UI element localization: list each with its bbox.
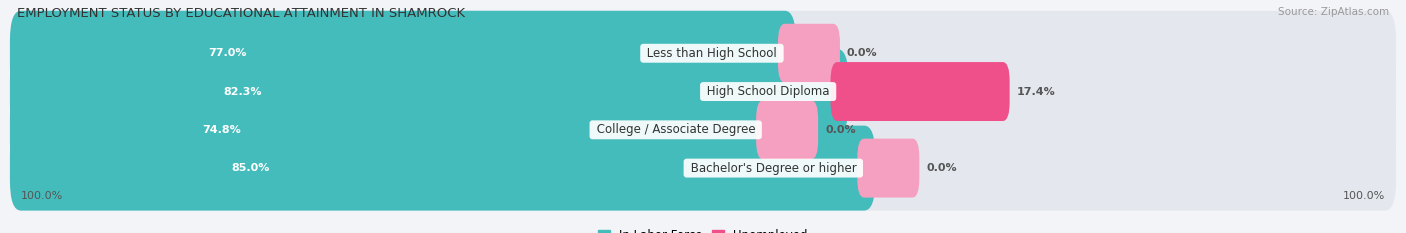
Text: Bachelor's Degree or higher: Bachelor's Degree or higher: [686, 162, 860, 175]
Text: 85.0%: 85.0%: [231, 163, 270, 173]
Text: College / Associate Degree: College / Associate Degree: [592, 123, 759, 136]
Text: 100.0%: 100.0%: [1343, 191, 1385, 201]
FancyBboxPatch shape: [10, 11, 796, 96]
Text: 0.0%: 0.0%: [846, 48, 877, 58]
Text: Less than High School: Less than High School: [643, 47, 780, 60]
FancyBboxPatch shape: [10, 87, 775, 172]
Text: 74.8%: 74.8%: [202, 125, 242, 135]
FancyBboxPatch shape: [10, 49, 1396, 134]
Text: High School Diploma: High School Diploma: [703, 85, 834, 98]
FancyBboxPatch shape: [10, 126, 1396, 211]
Text: 100.0%: 100.0%: [21, 191, 63, 201]
FancyBboxPatch shape: [10, 49, 848, 134]
FancyBboxPatch shape: [756, 100, 818, 159]
Text: 77.0%: 77.0%: [208, 48, 247, 58]
Text: 0.0%: 0.0%: [825, 125, 856, 135]
FancyBboxPatch shape: [10, 11, 1396, 96]
Text: 17.4%: 17.4%: [1017, 86, 1056, 96]
Text: 82.3%: 82.3%: [224, 86, 262, 96]
FancyBboxPatch shape: [831, 62, 1010, 121]
FancyBboxPatch shape: [10, 126, 876, 211]
FancyBboxPatch shape: [858, 139, 920, 198]
Text: Source: ZipAtlas.com: Source: ZipAtlas.com: [1278, 7, 1389, 17]
Text: EMPLOYMENT STATUS BY EDUCATIONAL ATTAINMENT IN SHAMROCK: EMPLOYMENT STATUS BY EDUCATIONAL ATTAINM…: [17, 7, 465, 20]
Text: 0.0%: 0.0%: [927, 163, 957, 173]
FancyBboxPatch shape: [10, 87, 1396, 172]
Legend: In Labor Force, Unemployed: In Labor Force, Unemployed: [593, 224, 813, 233]
FancyBboxPatch shape: [778, 24, 839, 83]
